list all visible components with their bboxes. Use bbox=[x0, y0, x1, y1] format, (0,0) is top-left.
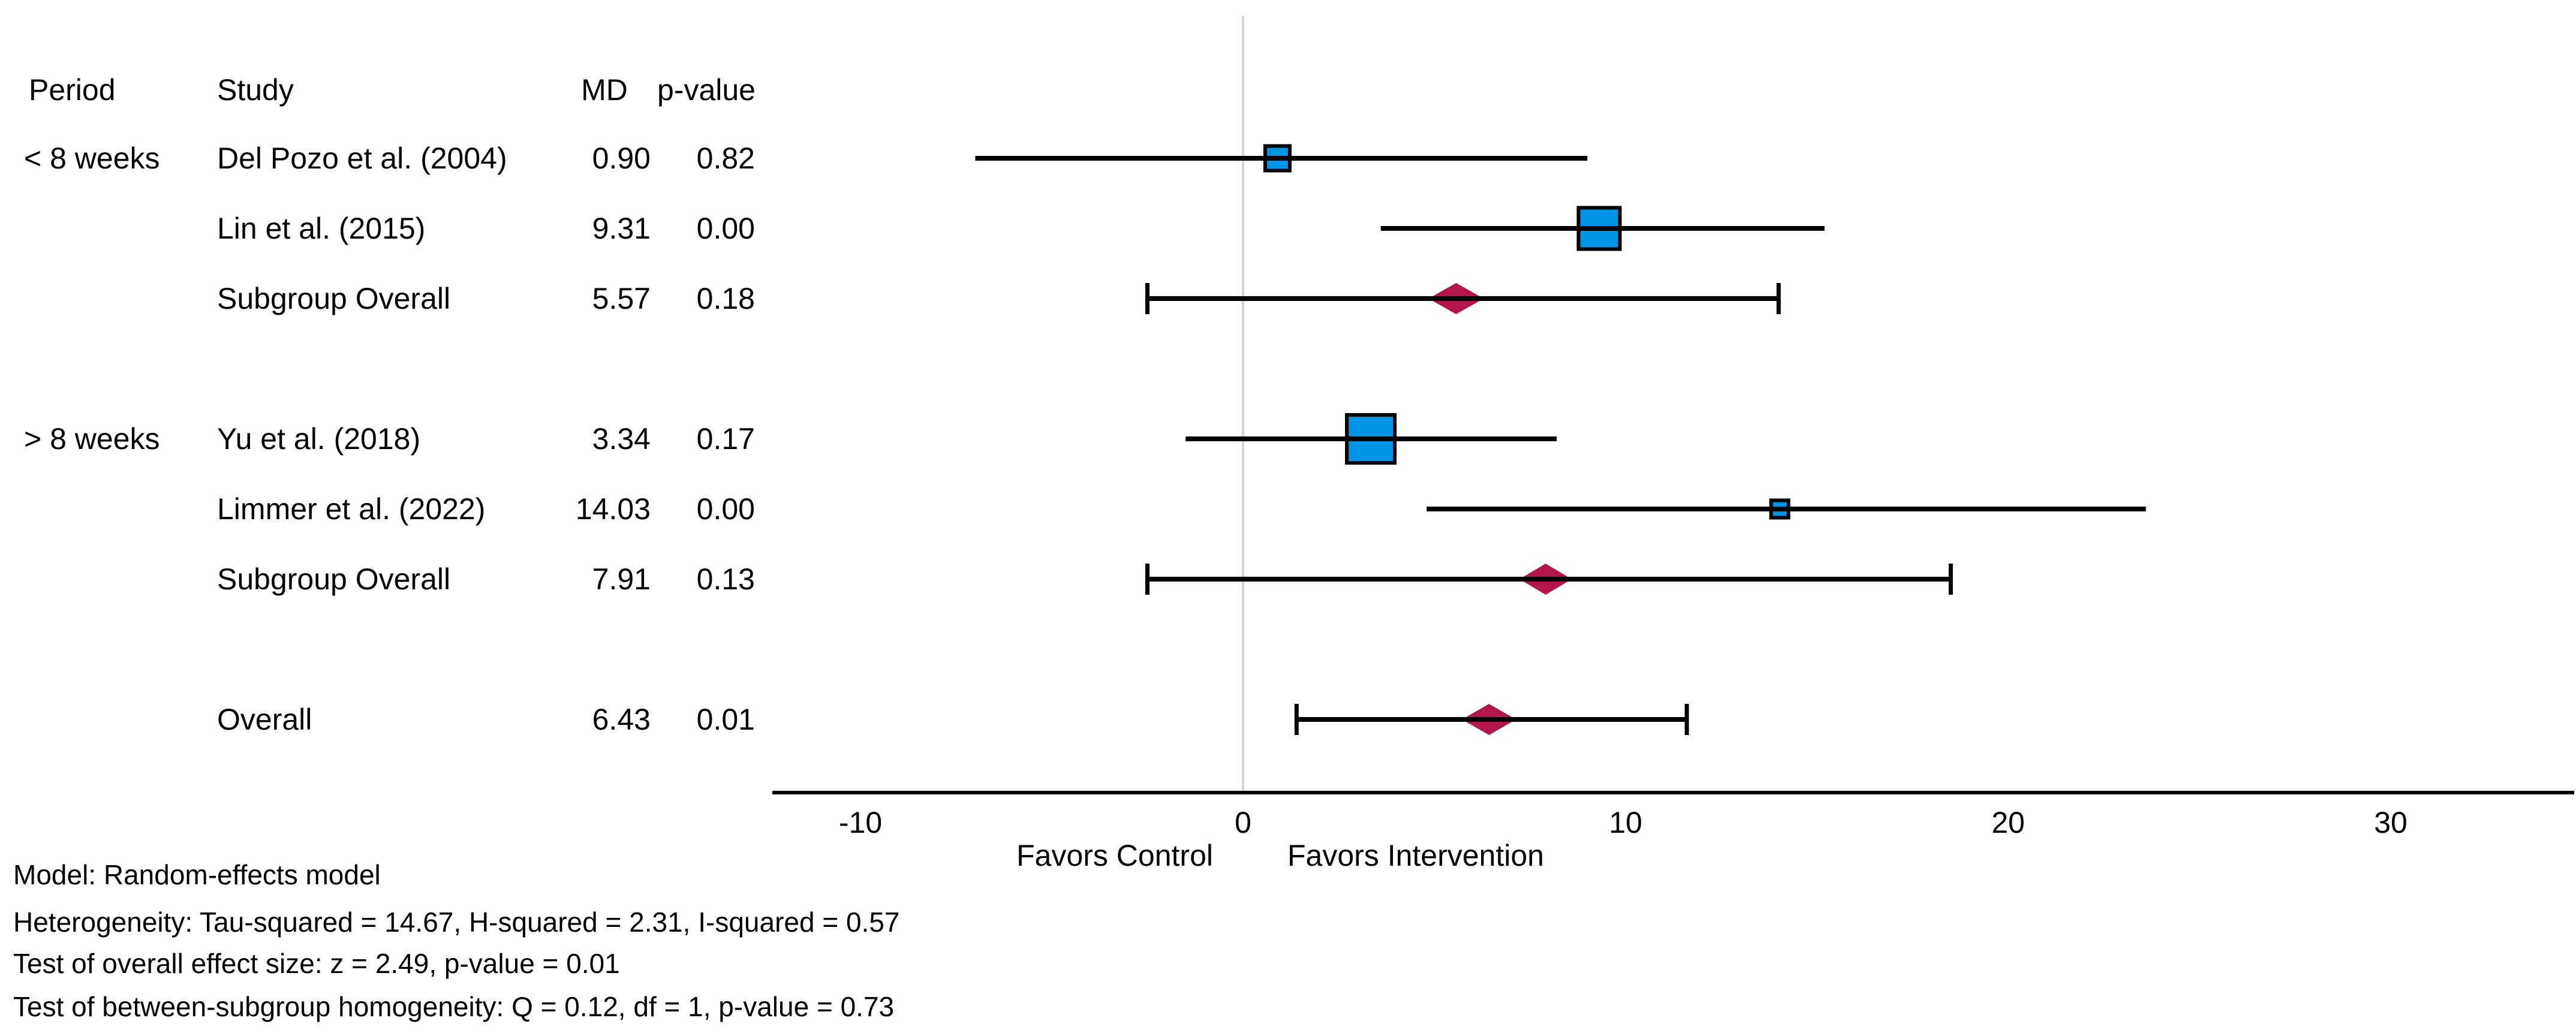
row-p-value: 0.17 bbox=[696, 422, 755, 456]
column-header-period: Period bbox=[29, 73, 116, 107]
footnote-line: Model: Random-effects model bbox=[13, 859, 381, 890]
row-study-label: Lin et al. (2015) bbox=[217, 212, 426, 245]
row-study-label: Subgroup Overall bbox=[217, 282, 451, 315]
row-p-value: 0.82 bbox=[696, 141, 755, 175]
row-p-value: 0.18 bbox=[696, 282, 755, 315]
row-md-value: 5.57 bbox=[592, 282, 651, 315]
row-p-value: 0.00 bbox=[696, 492, 755, 526]
row-period-label: < 8 weeks bbox=[24, 141, 160, 175]
row-md-value: 0.90 bbox=[592, 141, 651, 175]
row-study-label: Limmer et al. (2022) bbox=[217, 492, 486, 526]
row-md-value: 3.34 bbox=[592, 422, 651, 456]
row-md-value: 6.43 bbox=[592, 703, 651, 736]
row-md-value: 14.03 bbox=[575, 492, 651, 526]
x-tick-label: 10 bbox=[1609, 806, 1642, 839]
row-study-label: Subgroup Overall bbox=[217, 562, 451, 596]
row-study-label: Overall bbox=[217, 703, 312, 736]
x-tick-label: 0 bbox=[1235, 806, 1251, 839]
column-header-md: MD bbox=[581, 73, 628, 107]
row-p-value: 0.13 bbox=[696, 562, 755, 596]
footnote-line: Heterogeneity: Tau-squared = 14.67, H-sq… bbox=[13, 907, 900, 938]
row-p-value: 0.01 bbox=[696, 703, 755, 736]
column-header-pvalue: p-value bbox=[657, 73, 756, 107]
row-study-label: Del Pozo et al. (2004) bbox=[217, 141, 507, 175]
x-tick-label: -10 bbox=[838, 806, 883, 839]
x-tick-label: 30 bbox=[2374, 806, 2408, 839]
footnote-line: Test of between-subgroup homogeneity: Q … bbox=[13, 991, 895, 1022]
favors-intervention-label: Favors Intervention bbox=[1287, 839, 1544, 872]
favors-control-label: Favors Control bbox=[1016, 839, 1213, 872]
column-header-study: Study bbox=[217, 73, 294, 107]
row-p-value: 0.00 bbox=[696, 212, 755, 245]
footnote-line: Test of overall effect size: z = 2.49, p… bbox=[13, 948, 620, 979]
row-period-label: > 8 weeks bbox=[24, 422, 160, 456]
row-md-value: 7.91 bbox=[592, 562, 651, 596]
row-study-label: Yu et al. (2018) bbox=[217, 422, 421, 456]
x-tick-label: 20 bbox=[1991, 806, 2025, 839]
row-md-value: 9.31 bbox=[592, 212, 651, 245]
